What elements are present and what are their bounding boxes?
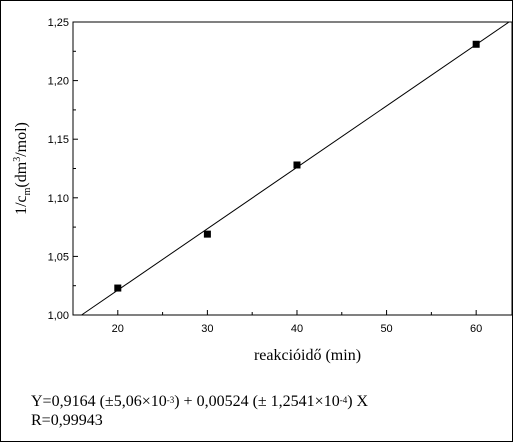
y-axis: 1,00 1,05 1,10 1,15 1,20 1,25 (48, 17, 78, 322)
fit-line (81, 21, 510, 316)
y-axis-title-post: /mol) (13, 122, 30, 157)
data-point-3 (472, 40, 480, 48)
equation-exponent-2: -4 (339, 395, 348, 405)
data-point-2 (293, 161, 301, 169)
equation-part-2: ) + 0,00524 (± 1,2541×10 (174, 393, 340, 410)
x-tick-label-3: 50 (380, 323, 392, 335)
equation-part-3: ) X (347, 393, 369, 410)
x-tick-label-2: 40 (291, 323, 303, 335)
equation-exponent-1: -3 (166, 395, 175, 405)
y-axis-title-pre: 1/c (13, 195, 30, 215)
equation-part-1: Y=0,9164 (±5,06×10 (31, 393, 167, 410)
plot-area: 20 30 40 50 60 1,00 1,05 1,10 1,15 1,20 1,25 (48, 17, 513, 335)
y-tick-label-5: 1,25 (48, 17, 69, 29)
regression-equation: Y=0,9164 (±5,06×10-3) + 0,00524 (± 1,254… (31, 392, 368, 411)
y-axis-title-mid: (dm (13, 161, 30, 187)
y-axis-title-sub: m (22, 187, 33, 195)
y-tick-label-0: 1,00 (48, 310, 69, 322)
y-tick-label-2: 1,10 (48, 193, 69, 205)
axes-box (72, 21, 513, 316)
x-tick-label-0: 20 (112, 323, 124, 335)
data-point-1 (203, 230, 211, 238)
y-axis-title: 1/cm(dm3/mol) (12, 122, 33, 215)
y-tick-label-3: 1,15 (48, 134, 69, 146)
regression-text: Y=0,9164 (±5,06×10-3) + 0,00524 (± 1,254… (31, 392, 368, 430)
x-axis: 20 30 40 50 60 (72, 310, 482, 335)
x-tick-label-4: 60 (470, 323, 482, 335)
y-tick-label-1: 1,05 (48, 251, 69, 263)
x-axis-title: reakcióidő (min) (254, 347, 361, 364)
y-tick-label-4: 1,20 (48, 76, 69, 88)
data-points (114, 40, 480, 292)
y-axis-title-sup: 3 (12, 157, 23, 162)
correlation-coefficient: R=0,99943 (31, 412, 103, 429)
data-point-0 (114, 284, 122, 292)
x-tick-label-1: 30 (201, 323, 213, 335)
